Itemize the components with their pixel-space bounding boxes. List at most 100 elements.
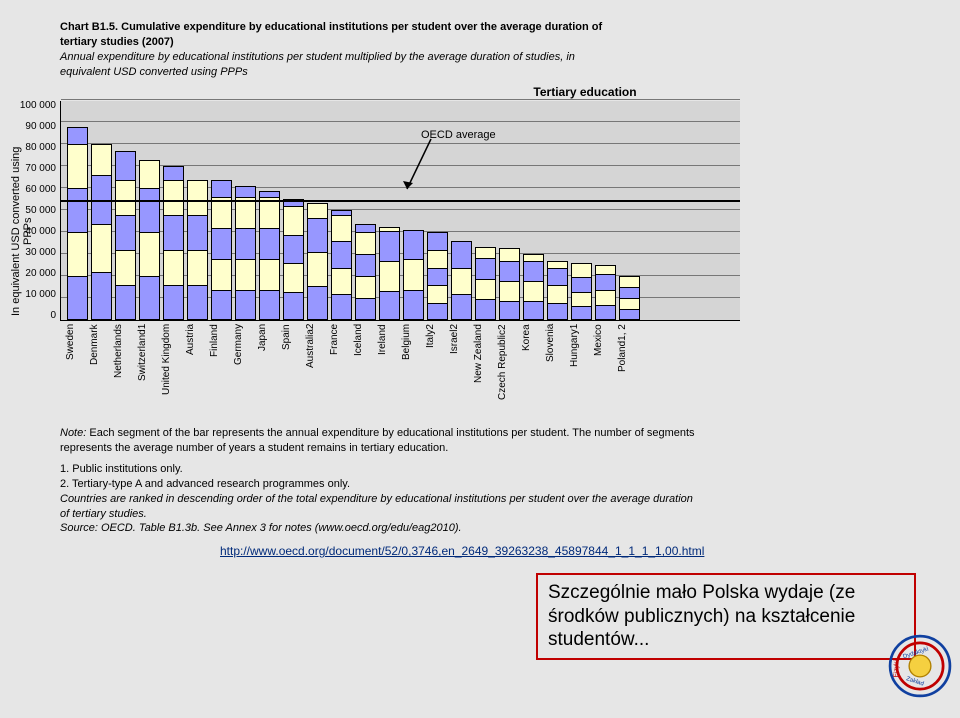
bar-segment <box>571 306 592 320</box>
bar-segment <box>331 268 352 294</box>
chart-notes: Note: Each segment of the bar represents… <box>60 426 880 536</box>
category-label: Slovenia <box>546 324 567 416</box>
chart-title-line1: Chart B1.5. Cumulative expenditure by ed… <box>60 20 740 35</box>
bar-segment <box>523 301 544 321</box>
source-link[interactable]: http://www.oecd.org/document/52/0,3746,e… <box>220 544 930 558</box>
chart-title-line2: tertiary studies (2007) <box>60 35 740 50</box>
bar <box>235 186 256 320</box>
bar-segment <box>475 299 496 320</box>
category-label: Japan <box>258 324 279 416</box>
bar-segment <box>571 277 592 291</box>
bar-segment <box>451 294 472 320</box>
category-label: Italy2 <box>426 324 447 416</box>
bar <box>67 127 88 321</box>
bar-segment <box>235 186 256 197</box>
bar-segment <box>139 160 160 189</box>
bar-segment <box>91 224 112 272</box>
bar-segment <box>283 263 304 292</box>
bar-segment <box>619 276 640 287</box>
bar <box>355 224 376 321</box>
category-label: Netherlands <box>114 324 135 416</box>
chart-subtitle-line2: equivalent USD converted using PPPs <box>60 65 740 80</box>
bar-segment <box>211 180 232 198</box>
bar <box>91 144 112 320</box>
bar-segment <box>67 232 88 276</box>
bar-segment <box>547 303 568 321</box>
annotation-box: Szczególnie mało Polska wydaje (ze środk… <box>536 573 916 660</box>
bar-segment <box>115 250 136 285</box>
bar-segment <box>163 215 184 250</box>
bar-segment <box>331 215 352 241</box>
bar-segment <box>115 180 136 215</box>
bar-segment <box>67 144 88 188</box>
bar <box>115 151 136 320</box>
bar-segment <box>187 215 208 250</box>
bar <box>403 230 424 320</box>
bar-segment <box>331 294 352 320</box>
bar-segment <box>523 261 544 281</box>
bar-segment <box>259 290 280 321</box>
bar-segment <box>307 218 328 252</box>
bar-segment <box>211 290 232 321</box>
bar-segment <box>619 298 640 309</box>
annotation-text: Szczególnie mało Polska wydaje (ze środk… <box>548 582 855 651</box>
bar-segment <box>355 224 376 233</box>
bar-segment <box>139 276 160 320</box>
bar-segment <box>427 285 448 303</box>
bar-segment <box>115 285 136 320</box>
bar-segment <box>163 166 184 179</box>
bar-segment <box>235 290 256 321</box>
bar-segment <box>499 248 520 261</box>
bar-segment <box>403 290 424 321</box>
grid-line <box>61 121 740 122</box>
bar-segment <box>403 259 424 290</box>
bar-segment <box>187 180 208 215</box>
bar-segment <box>523 254 544 261</box>
bar <box>595 265 616 320</box>
bar-segment <box>619 287 640 298</box>
bar-segment <box>235 228 256 259</box>
arrow-icon <box>401 137 441 197</box>
category-label: United Kingdom <box>162 324 183 416</box>
bar <box>139 160 160 321</box>
bar <box>379 227 400 320</box>
chart-section-title: Tertiary education <box>240 85 930 99</box>
bar-segment <box>451 241 472 267</box>
bar <box>523 254 544 320</box>
footnote-3b: of tertiary studies. <box>60 508 147 520</box>
bar-segment <box>115 215 136 250</box>
bar <box>331 210 352 320</box>
bar-segment <box>355 232 376 254</box>
category-label: Mexico <box>594 324 615 416</box>
y-tick: 30 000 <box>12 248 56 258</box>
bar-segment <box>379 261 400 291</box>
category-label: Switzerland1 <box>138 324 159 416</box>
bar-segment <box>307 252 328 286</box>
bar-segment <box>283 235 304 264</box>
bar-segment <box>379 231 400 261</box>
oecd-average-line <box>61 200 740 202</box>
bar-segment <box>427 303 448 321</box>
category-label: France <box>330 324 351 416</box>
bar <box>427 232 448 320</box>
category-label: Poland1, 2 <box>618 324 639 416</box>
category-label: Finland <box>210 324 231 416</box>
y-tick: 40 000 <box>12 227 56 237</box>
category-label: Sweden <box>66 324 87 416</box>
bar-segment <box>571 292 592 306</box>
source-text: Source: OECD. Table B1.3b. See Annex 3 f… <box>60 522 462 534</box>
bar-segment <box>307 203 328 218</box>
bar-segment <box>67 127 88 145</box>
bar-segment <box>235 259 256 290</box>
category-label: Korea <box>522 324 543 416</box>
bar-segment <box>163 250 184 285</box>
bar <box>619 276 640 320</box>
bar-segment <box>307 286 328 320</box>
bar-segment <box>523 281 544 301</box>
bar-segment <box>571 263 592 277</box>
bar-segment <box>259 259 280 290</box>
category-label: Australia2 <box>306 324 327 416</box>
bar <box>283 199 304 320</box>
bar-segment <box>187 250 208 285</box>
category-labels: SwedenDenmarkNetherlandsSwitzerland1Unit… <box>60 324 740 416</box>
